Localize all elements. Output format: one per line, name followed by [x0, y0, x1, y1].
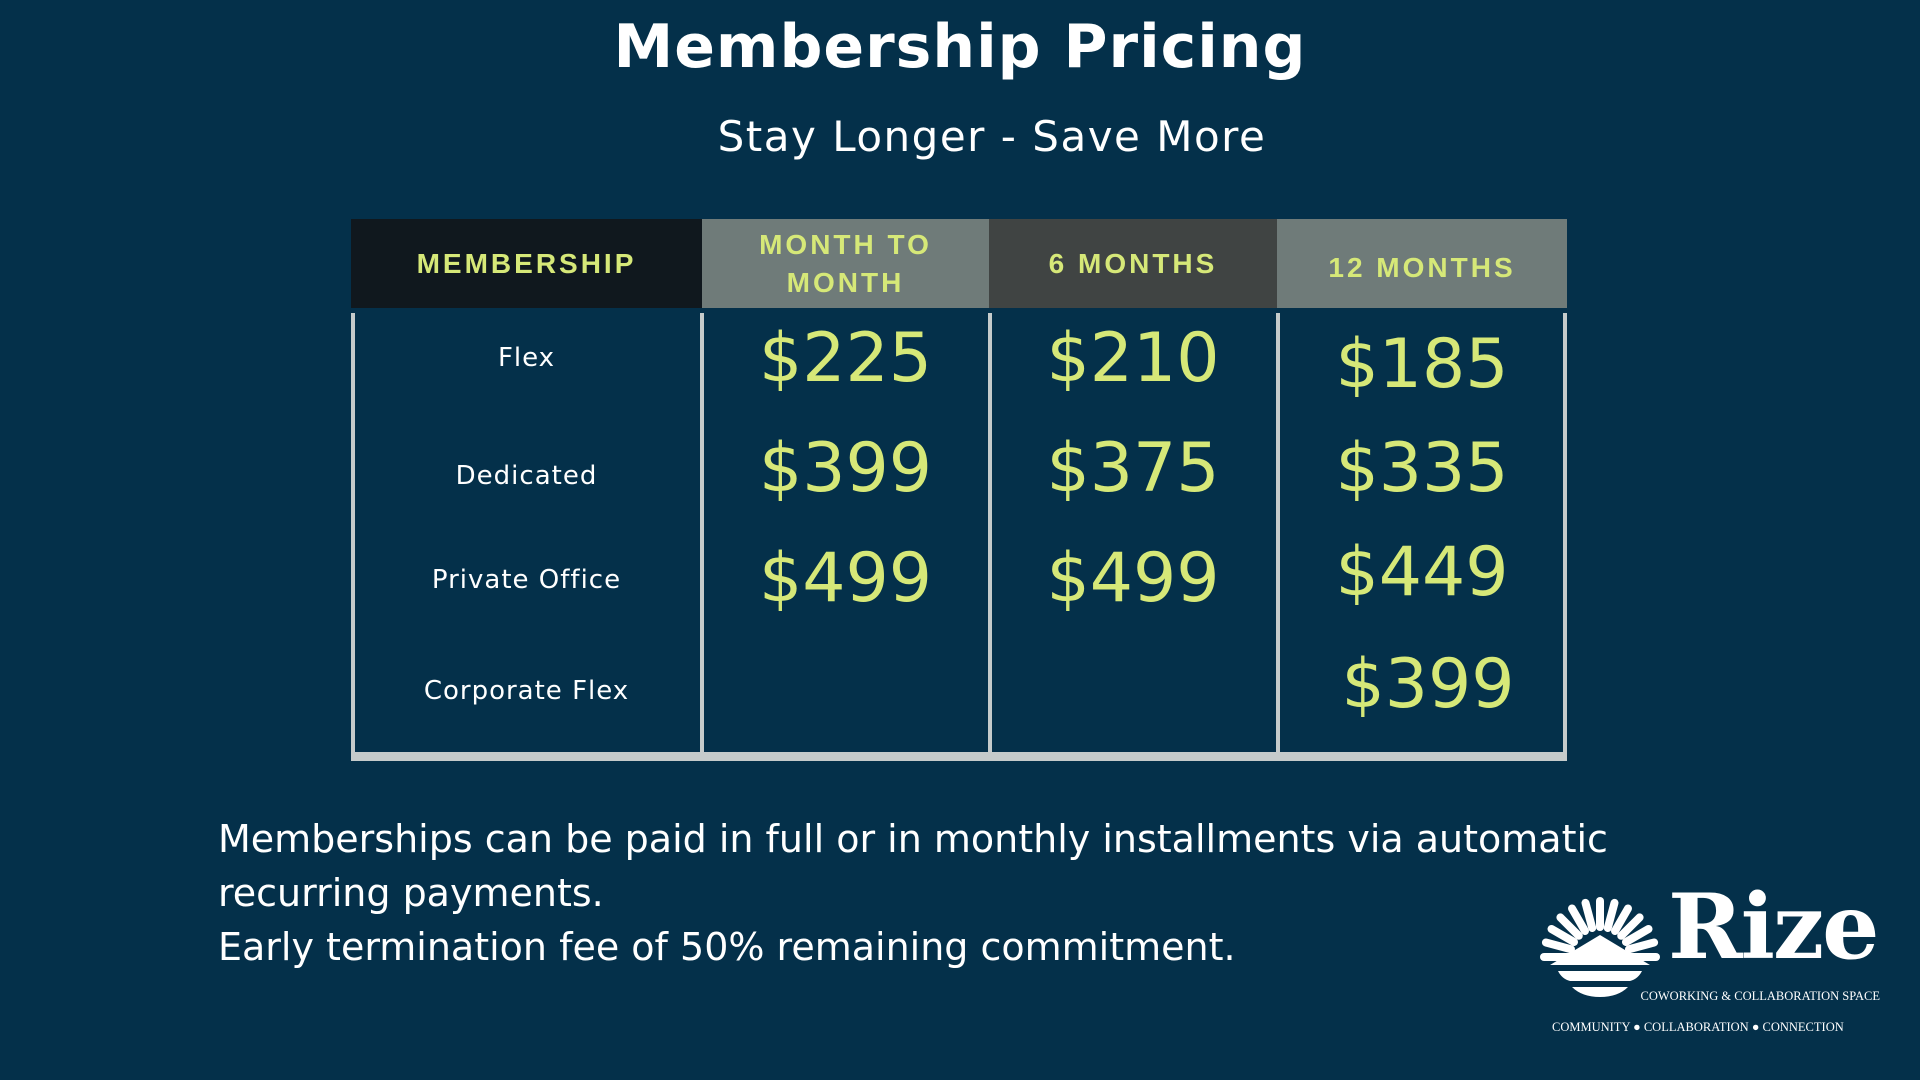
price-cell: $449	[1335, 533, 1509, 612]
sun-ray	[1568, 904, 1589, 936]
sun-ray	[1621, 925, 1653, 946]
bullet-icon: ●	[1633, 1020, 1641, 1034]
header-membership: MEMBERSHIP	[351, 219, 702, 308]
pricing-table: MEMBERSHIP MONTH TO MONTH 6 MONTHS 12 MO…	[351, 219, 1567, 764]
column-divider	[1563, 313, 1567, 753]
header-6-months: 6 MONTHS	[989, 219, 1277, 308]
table-bottom-border	[351, 752, 1567, 761]
column-divider	[1276, 313, 1280, 753]
payment-note: Memberships can be paid in full or in mo…	[218, 817, 1608, 915]
sunrise-icon	[1540, 897, 1660, 997]
price-cell: $185	[1335, 325, 1509, 404]
row-label: Private Office	[431, 565, 622, 595]
logo-value: COLLABORATION	[1643, 1020, 1749, 1034]
price-cell: $210	[1046, 319, 1220, 398]
logo-value: COMMUNITY	[1552, 1020, 1631, 1034]
row-label: Flex	[497, 343, 556, 373]
column-divider	[988, 313, 992, 753]
price-cell: $399	[758, 429, 933, 508]
bullet-icon: ●	[1751, 1020, 1760, 1034]
price-cell: $225	[758, 319, 933, 398]
price-cell: $499	[1046, 539, 1220, 618]
page-subtitle: Stay Longer - Save More	[717, 112, 1267, 161]
row-label: Corporate Flex	[423, 676, 630, 706]
price-cell: $375	[1046, 429, 1220, 508]
sun-ray	[1611, 904, 1632, 936]
page-title: Membership Pricing	[613, 12, 1307, 82]
logo-wordmark: Rize	[1668, 874, 1879, 980]
logo-value: CONNECTION	[1762, 1020, 1844, 1034]
column-divider	[700, 313, 704, 753]
price-cell: $335	[1335, 429, 1509, 508]
row-label: Dedicated	[455, 461, 598, 491]
termination-note: Early termination fee of 50% remaining c…	[218, 925, 1236, 969]
sun-ray	[1556, 913, 1583, 940]
column-divider	[351, 313, 355, 753]
sun-ray	[1603, 898, 1619, 933]
sun-ray	[1541, 938, 1576, 954]
sun-ray	[1617, 913, 1644, 940]
price-cell: $399	[1341, 645, 1515, 724]
sun-ray	[1581, 898, 1597, 933]
header-12-months: 12 MONTHS	[1277, 219, 1567, 308]
price-cell: $499	[758, 539, 933, 618]
rize-logo: Rize COWORKING & COLLABORATION SPACE COM…	[1540, 877, 1880, 1045]
logo-values: COMMUNITY ● COLLABORATION ● CONNECTION	[1552, 1020, 1844, 1035]
header-month-to-month: MONTH TO MONTH	[702, 219, 989, 308]
sun-ray	[1547, 925, 1579, 946]
sun-ray	[1624, 938, 1659, 954]
footer-notes: Memberships can be paid in full or in mo…	[218, 812, 1778, 974]
logo-tagline: COWORKING & COLLABORATION SPACE	[1640, 989, 1880, 1003]
